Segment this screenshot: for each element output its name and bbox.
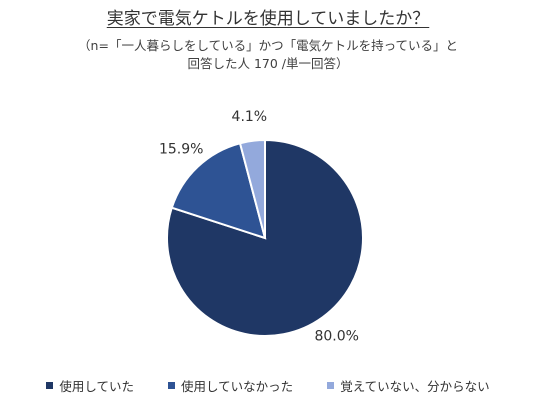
legend-label-used: 使用していた	[59, 379, 135, 394]
chart-title-text: 実家で電気ケトルを使用していましたか？	[106, 9, 430, 29]
legend-swatch-dont-remember	[327, 382, 335, 389]
legend-item-dont-remember: 覚えていない、分からない	[327, 376, 490, 395]
legend-label-not-used: 使用していなかった	[181, 379, 294, 394]
chart-title: 実家で電気ケトルを使用していましたか？	[0, 8, 536, 30]
chart-subtitle-line-1: （n=「一人暮らしをしている」かつ「電気ケトルを持っている」と	[78, 38, 458, 53]
legend-swatch-not-used	[168, 382, 176, 389]
pie-slice-dont-remember	[238, 138, 266, 239]
legend-item-not-used: 使用していなかった	[168, 376, 293, 395]
data-label-used: 80.0%	[314, 329, 358, 345]
data-label-not-used: 15.9%	[159, 141, 203, 157]
legend-swatch-used	[46, 382, 54, 389]
chart-subtitle-line-2: 回答した人 170 /単一回答）	[187, 56, 349, 71]
pie-slice-not-used	[170, 142, 267, 240]
pie-slice-used	[166, 138, 364, 337]
legend: 使用していた 使用していなかった 覚えていない、分からない	[0, 376, 536, 395]
legend-item-used: 使用していた	[46, 376, 134, 395]
data-label-dont-remember: 4.1%	[232, 109, 268, 125]
legend-label-dont-remember: 覚えていない、分からない	[340, 379, 490, 394]
